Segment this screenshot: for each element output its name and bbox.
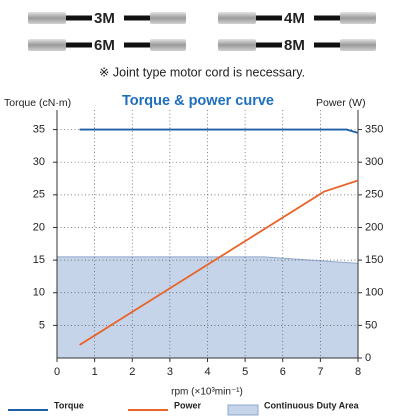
header: 3M 4M 6M 8M: [28, 10, 376, 54]
chart-title: Torque & power curve: [122, 93, 274, 109]
y2-axis-label: Power (W): [316, 97, 366, 109]
x-tick-label: 0: [54, 366, 60, 378]
cord: [66, 15, 92, 21]
connector: [340, 39, 376, 51]
cable-length: 6M: [94, 37, 115, 54]
x-tick-label: 5: [242, 366, 248, 378]
y2-tick-label: 150: [365, 254, 383, 266]
cord: [66, 42, 92, 48]
cord: [256, 42, 282, 48]
y-tick-label: 5: [39, 319, 45, 331]
area: [57, 256, 358, 358]
cord: [314, 15, 340, 21]
y2-tick-label: 250: [365, 189, 383, 201]
connector: [28, 39, 66, 51]
cord: [124, 15, 150, 21]
connector: [28, 12, 66, 24]
x-tick-label: 1: [92, 366, 98, 378]
y-tick-label: 10: [33, 287, 45, 299]
y-tick-label: 35: [33, 123, 45, 135]
x-tick-label: 7: [317, 366, 323, 378]
legend-label: Power: [174, 400, 202, 410]
y2-tick-label: 100: [365, 287, 383, 299]
cable-length: 4M: [284, 10, 305, 27]
x-tick-label: 8: [355, 366, 361, 378]
x-axis-label: rpm (×10³min⁻¹): [171, 387, 243, 398]
connector: [150, 39, 186, 51]
y-tick-label: 30: [33, 156, 45, 168]
x-tick-label: 4: [204, 366, 210, 378]
line: [79, 179, 359, 346]
connector: [218, 39, 256, 51]
legend-label: Torque: [54, 400, 84, 410]
legend-swatch: [227, 404, 259, 416]
y-tick-label: 20: [33, 221, 45, 233]
cord: [256, 15, 282, 21]
plot: 0 1 2 3 4 5 6 7 85101520253035050100150200250300…: [33, 110, 383, 378]
area-edge: [57, 256, 359, 264]
y-tick-label: 15: [33, 254, 45, 266]
y2-tick-label: 50: [365, 319, 377, 331]
line: [79, 128, 359, 134]
legend: Torque Power Continuous Duty Area: [8, 400, 360, 416]
connector: [340, 12, 376, 24]
cable-length: 3M: [94, 10, 115, 27]
cord: [314, 42, 340, 48]
y2-tick-label: 0: [365, 352, 371, 364]
y-tick-label: 25: [33, 189, 45, 201]
cord: [124, 42, 150, 48]
x-tick-label: 2: [129, 366, 135, 378]
y2-tick-label: 300: [365, 156, 383, 168]
x-tick-label: 3: [167, 366, 173, 378]
legend-label: Continuous Duty Area: [264, 400, 360, 410]
connector: [218, 12, 256, 24]
y2-tick-label: 200: [365, 221, 383, 233]
connector: [150, 12, 186, 24]
x-tick-label: 6: [280, 366, 286, 378]
y2-tick-label: 350: [365, 123, 383, 135]
y-axis-label: Torque (cN·m): [4, 97, 71, 109]
note: ※ Joint type motor cord is necessary.: [99, 65, 305, 79]
cable-length: 8M: [284, 37, 305, 54]
